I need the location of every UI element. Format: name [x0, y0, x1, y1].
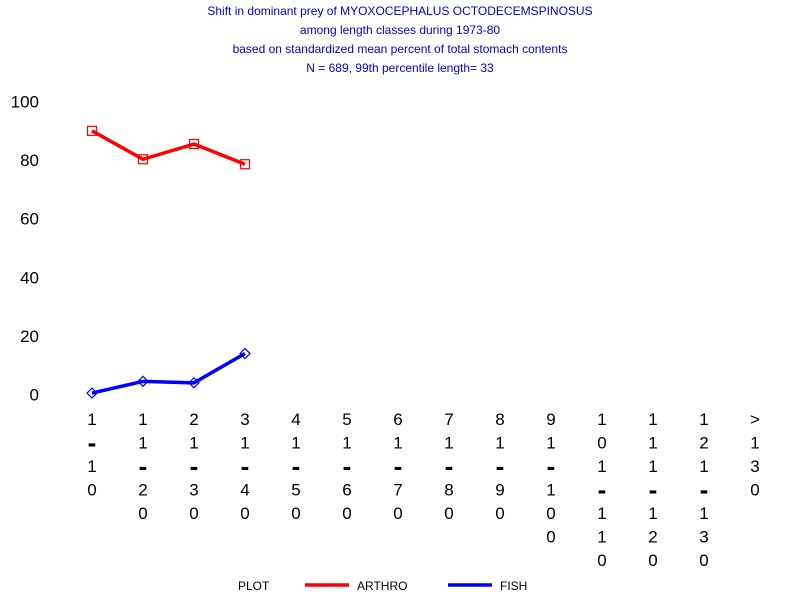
x-tick-label: 5 1 -6 0: [342, 410, 351, 523]
marker: [188, 138, 200, 150]
legend-label: FISH: [500, 579, 527, 593]
y-tick-label: 100: [11, 92, 39, 111]
chart-title: based on standardized mean percent of to…: [233, 42, 568, 56]
x-tick-label: 1 2 1 -1 3 0: [699, 410, 708, 570]
x-tick-label: 1 1 -2 0: [138, 410, 147, 523]
y-tick-label: 20: [20, 327, 39, 346]
chart-title: Shift in dominant prey of MYOXOCEPHALUS …: [207, 4, 592, 18]
legend-label: ARTHRO: [357, 579, 407, 593]
chart-title: N = 689, 99th percentile length= 33: [306, 61, 494, 75]
marker: [137, 375, 149, 388]
y-tick-label: 0: [30, 385, 39, 404]
marker: [239, 347, 251, 360]
line: [91, 351, 246, 395]
x-tick-label: 2 1 -3 0: [189, 410, 198, 523]
x-tick-label: >1 3 0: [750, 410, 760, 500]
x-tick-label: 3 1 -4 0: [240, 410, 249, 523]
x-tick-label: 7 1 -8 0: [444, 410, 453, 523]
y-tick-label: 80: [20, 151, 39, 170]
marker: [239, 159, 251, 170]
legend-title: PLOT: [238, 579, 270, 593]
chart-title: among length classes during 1973-80: [300, 23, 500, 37]
x-tick-label: 9 1 -1 0 0: [546, 410, 555, 547]
line: [91, 129, 246, 166]
x-tick-label: 8 1 -9 0: [495, 410, 504, 523]
marker: [188, 376, 200, 389]
x-tick-label: 1 0 1 -1 1 0: [597, 410, 606, 570]
marker: [137, 154, 149, 165]
y-tick-label: 40: [20, 268, 39, 287]
x-tick-label: 6 1 -7 0: [393, 410, 402, 523]
x-tick-label: 1 1 1 -1 2 0: [648, 410, 657, 570]
marker: [86, 387, 98, 399]
y-tick-label: 60: [20, 210, 39, 229]
x-tick-label: 1 -1 0: [87, 410, 96, 500]
x-tick-label: 4 1 -5 0: [291, 410, 300, 523]
marker: [86, 125, 98, 136]
